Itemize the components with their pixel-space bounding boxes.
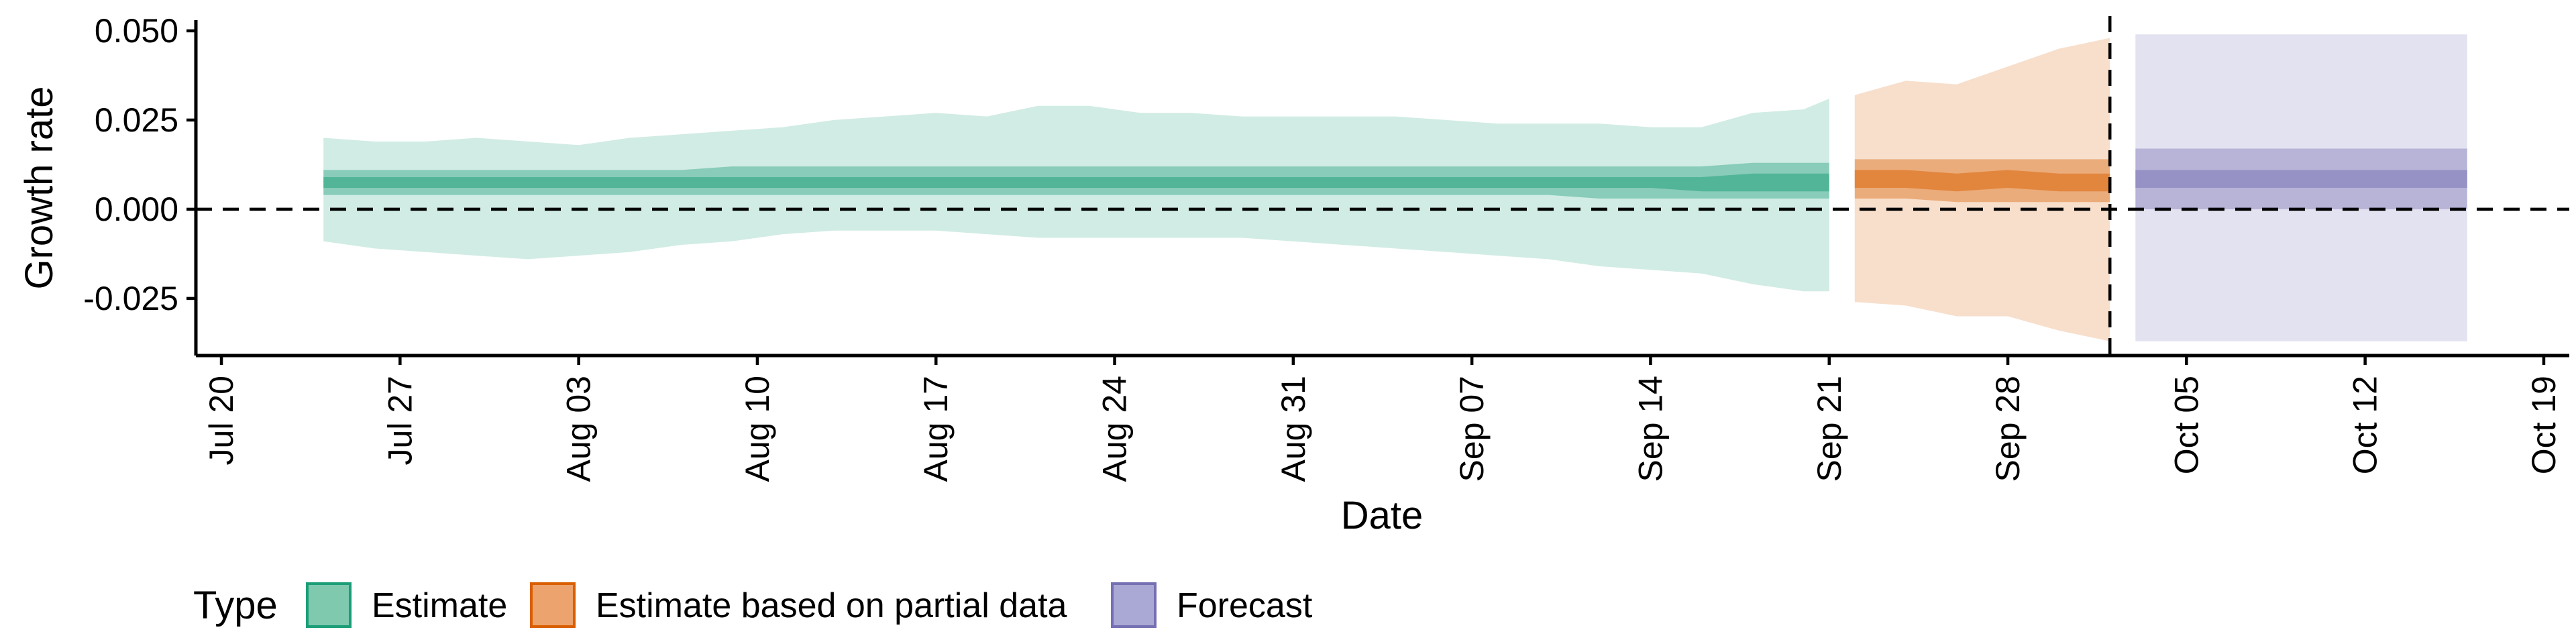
- band-outer-estimate: [323, 99, 1829, 292]
- legend: Type Estimate Estimate based on partial d…: [193, 582, 1313, 628]
- y-ticks: 0.050 0.025 0.000 -0.025: [83, 12, 196, 317]
- legend-label-forecast: Forecast: [1177, 586, 1313, 625]
- y-tick-label: -0.025: [83, 280, 178, 317]
- x-tick-label: Oct 05: [2167, 376, 2205, 474]
- x-tick-label: Oct 12: [2347, 376, 2384, 474]
- x-tick-label: Oct 19: [2525, 376, 2563, 474]
- x-tick-label: Aug 17: [917, 376, 955, 482]
- x-axis-title: Date: [1341, 494, 1424, 537]
- x-ticks: Jul 20 Jul 27 Aug 03 Aug 10 Aug 17 Aug 24 Aug …: [203, 356, 2563, 482]
- legend-title: Type: [193, 584, 278, 627]
- x-tick-label: Aug 03: [560, 376, 598, 482]
- x-tick-label: Sep 14: [1632, 376, 1670, 482]
- x-tick-label: Jul 20: [203, 376, 240, 465]
- y-tick-label: 0.000: [95, 191, 178, 228]
- reference-lines: [196, 16, 2569, 356]
- legend-key-forecast: [1111, 582, 1157, 628]
- legend-key-estimate: [306, 582, 352, 628]
- band-inner-estimate-based-on-partial-data: [1854, 170, 2110, 192]
- band-inner-forecast: [2135, 170, 2467, 188]
- x-tick-label: Aug 31: [1275, 376, 1312, 482]
- y-tick-label: 0.025: [95, 101, 178, 139]
- y-tick-label: 0.050: [95, 12, 178, 50]
- x-tick-label: Aug 24: [1096, 376, 1134, 482]
- legend-key-estimate-based-on-partial-data: [530, 582, 576, 628]
- x-tick-label: Sep 07: [1453, 376, 1491, 482]
- x-tick-label: Sep 21: [1811, 376, 1848, 482]
- x-tick-label: Jul 27: [381, 376, 419, 465]
- band-layer: [323, 34, 2467, 341]
- y-axis-title: Growth rate: [17, 87, 61, 290]
- x-tick-label: Sep 28: [1989, 376, 2027, 482]
- legend-label-estimate-based-on-partial-data: Estimate based on partial data: [596, 586, 1067, 625]
- legend-label-estimate: Estimate: [372, 586, 507, 625]
- band-inner-estimate: [323, 173, 1829, 192]
- x-tick-label: Aug 10: [739, 376, 776, 482]
